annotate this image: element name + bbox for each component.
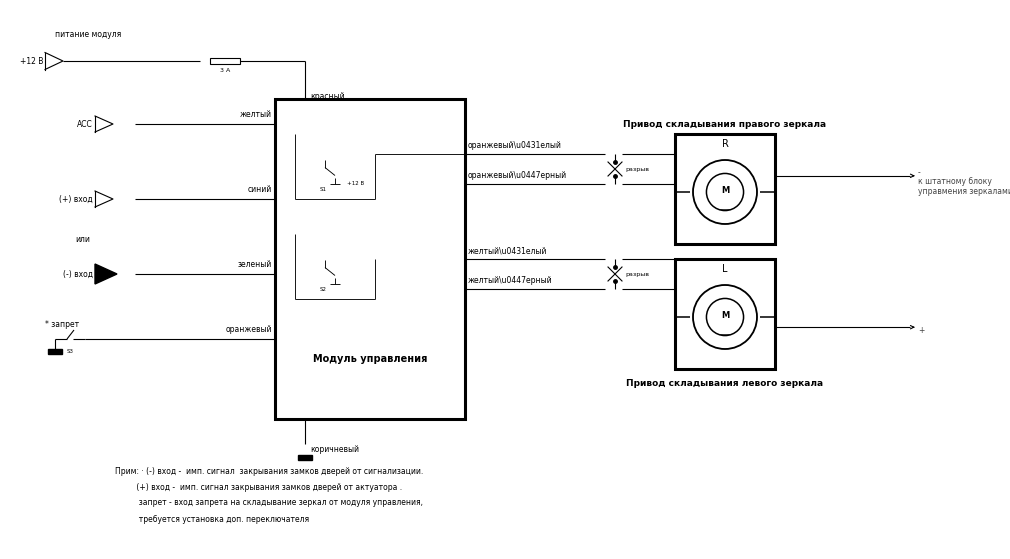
Text: Привод складывания левого зеркала: Привод складывания левого зеркала (626, 380, 823, 389)
Text: разрыв: разрыв (625, 272, 649, 277)
Text: питание модуля: питание модуля (55, 30, 121, 39)
Text: M: M (721, 186, 729, 195)
Text: запрет - вход запрета на складывание зеркал от модуля управления,: запрет - вход запрета на складывание зер… (115, 499, 423, 508)
Text: +12 В: +12 В (347, 181, 365, 186)
Polygon shape (95, 264, 117, 284)
Text: желтый\u0447ерный: желтый\u0447ерный (468, 276, 552, 285)
Text: желтый\u0431елый: желтый\u0431елый (468, 246, 547, 255)
Text: зеленый: зеленый (237, 260, 272, 269)
Text: +: + (918, 326, 924, 335)
Text: S1: S1 (319, 187, 326, 192)
Text: Прим: · (-) вход -  имп. сигнал  закрывания замков дверей от сигнализации.: Прим: · (-) вход - имп. сигнал закрывани… (115, 467, 423, 476)
Text: оранжевый\u0447ерный: оранжевый\u0447ерный (468, 171, 568, 180)
Bar (298, 454, 312, 459)
Text: Привод складывания правого зеркала: Привод складывания правого зеркала (623, 120, 826, 129)
Text: красный: красный (310, 92, 344, 101)
Text: АСС: АСС (77, 120, 93, 129)
Text: 3 А: 3 А (220, 68, 230, 73)
Text: к штатному блоку: к штатному блоку (918, 177, 992, 186)
Text: R: R (721, 139, 728, 149)
Text: M: M (721, 311, 729, 320)
Text: Модуль управления: Модуль управления (313, 354, 427, 364)
Bar (210, 58, 240, 64)
Bar (675, 259, 775, 369)
Text: L: L (722, 264, 728, 274)
Text: S3: S3 (67, 348, 74, 353)
Text: оранжевый: оранжевый (225, 325, 272, 334)
Bar (675, 134, 775, 244)
Text: * запрет: * запрет (45, 320, 79, 329)
Text: -: - (918, 168, 921, 177)
Text: управмения зеркалами: управмения зеркалами (918, 187, 1010, 196)
Text: или: или (75, 234, 90, 244)
Text: +12 В: +12 В (19, 56, 43, 65)
Text: коричневый: коричневый (310, 444, 359, 453)
Text: (+) вход: (+) вход (60, 195, 93, 203)
Text: (+) вход -  имп. сигнал закрывания замков дверей от актуатора .: (+) вход - имп. сигнал закрывания замков… (115, 482, 402, 491)
Text: синий: синий (247, 185, 272, 194)
Text: разрыв: разрыв (625, 167, 649, 172)
Bar (48, 349, 62, 354)
Text: оранжевый\u0431елый: оранжевый\u0431елый (468, 141, 562, 150)
Text: (-) вход: (-) вход (63, 269, 93, 278)
Text: требуется установка доп. переключателя: требуется установка доп. переключателя (115, 514, 309, 523)
Text: желтый: желтый (240, 110, 272, 119)
Bar (275, 99, 465, 419)
Text: S2: S2 (319, 287, 326, 292)
